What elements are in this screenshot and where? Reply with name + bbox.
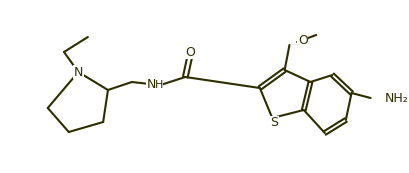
- Text: N: N: [146, 79, 155, 92]
- Text: N: N: [74, 66, 83, 79]
- Text: S: S: [270, 116, 277, 130]
- Text: H: H: [154, 80, 162, 90]
- Text: NH₂: NH₂: [384, 92, 408, 104]
- Text: O: O: [297, 34, 307, 47]
- Text: O: O: [185, 45, 195, 58]
